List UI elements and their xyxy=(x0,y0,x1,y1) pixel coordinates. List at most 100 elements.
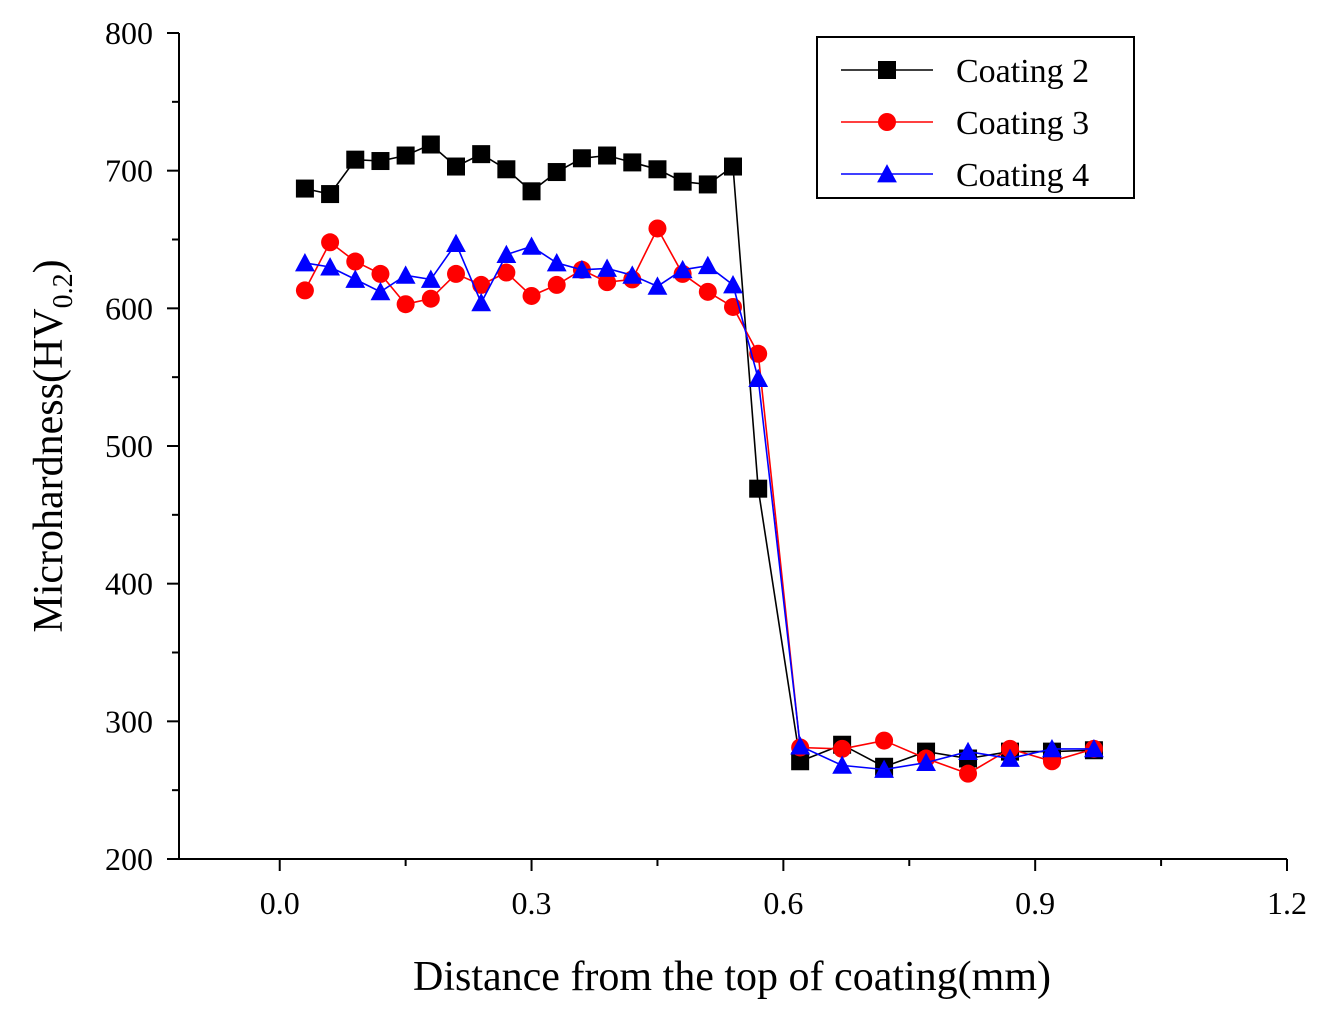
data-point xyxy=(472,275,491,294)
plot-area xyxy=(295,135,1104,783)
legend: Coating 2 Coating 3 Coating 4 xyxy=(816,36,1135,199)
legend-label: Coating 2 xyxy=(956,53,1089,90)
data-point xyxy=(395,265,416,284)
data-point xyxy=(672,259,693,279)
data-point xyxy=(833,739,852,758)
data-point xyxy=(295,253,315,272)
series-line xyxy=(304,143,1094,768)
data-point xyxy=(396,295,415,314)
data-point xyxy=(472,145,491,164)
data-point xyxy=(547,275,566,294)
data-point xyxy=(396,146,415,165)
y-tick-label: 300 xyxy=(105,703,153,739)
data-point xyxy=(749,479,768,498)
data-point xyxy=(648,160,667,179)
data-point xyxy=(648,219,667,238)
data-point xyxy=(295,179,314,198)
x-axis-label: Distance from the top of coating(mm) xyxy=(413,954,1051,1000)
data-point xyxy=(546,253,567,272)
data-point xyxy=(673,172,692,191)
legend-marker xyxy=(877,164,897,183)
data-point xyxy=(321,233,340,252)
legend-box xyxy=(816,36,1135,199)
legend-label: Coating 4 xyxy=(956,157,1089,194)
data-point xyxy=(832,755,853,774)
data-point xyxy=(874,759,894,778)
data-point xyxy=(916,752,936,772)
data-point xyxy=(572,259,592,279)
series-coating-4 xyxy=(295,233,1104,778)
data-point xyxy=(421,289,440,308)
data-point xyxy=(446,233,466,253)
data-point xyxy=(471,292,492,312)
y-axis-label-main: Microhardness(HV xyxy=(26,308,72,632)
data-point xyxy=(724,157,742,176)
data-point xyxy=(497,160,516,179)
data-point xyxy=(623,153,642,172)
data-point xyxy=(345,269,366,288)
legend-item: Coating 3 xyxy=(841,105,1089,142)
data-point xyxy=(371,152,390,171)
data-point xyxy=(447,264,465,283)
data-point xyxy=(447,157,465,176)
data-point xyxy=(723,275,743,294)
data-point xyxy=(371,264,390,283)
series-coating-3 xyxy=(295,219,1103,783)
legend-item: Coating 2 xyxy=(841,53,1089,90)
data-point xyxy=(496,244,517,264)
legend-label: Coating 3 xyxy=(956,105,1089,142)
data-point xyxy=(421,135,440,154)
data-point xyxy=(748,368,769,387)
series-line xyxy=(304,241,1094,771)
x-tick-label: 0.3 xyxy=(512,885,552,921)
data-point xyxy=(522,286,541,305)
y-axis-label-subscript: 0.2 xyxy=(48,273,79,308)
data-point xyxy=(698,282,717,301)
axes: 200 300 400 500 600 700 800 0.0 0.3 0.6 0.9 1.2 xyxy=(105,15,1307,921)
data-point xyxy=(346,150,365,169)
data-point xyxy=(1000,748,1020,767)
data-point xyxy=(346,252,365,271)
y-tick-label: 200 xyxy=(105,841,153,877)
y-tick-label: 800 xyxy=(105,15,153,51)
y-tick-label: 400 xyxy=(105,566,153,602)
data-point xyxy=(622,265,643,284)
y-axis-label: Microhardness(HV0.2) xyxy=(26,259,79,632)
data-point xyxy=(697,255,718,275)
data-point xyxy=(572,149,591,168)
data-point xyxy=(790,736,811,755)
data-point xyxy=(749,344,768,363)
data-point xyxy=(295,281,314,300)
data-point xyxy=(320,257,340,276)
data-point xyxy=(791,752,810,771)
data-point xyxy=(497,263,516,282)
data-point xyxy=(698,175,717,194)
x-tick-label: 0.9 xyxy=(1015,885,1055,921)
x-tick-label: 0.0 xyxy=(260,885,300,921)
data-point xyxy=(522,182,541,201)
y-axis-label-close: ) xyxy=(26,259,72,273)
data-point xyxy=(958,741,978,761)
legend-marker xyxy=(878,113,896,131)
series-coating-2 xyxy=(295,135,1103,776)
y-tick-label: 600 xyxy=(105,290,153,326)
data-point xyxy=(598,146,617,165)
series-line xyxy=(304,226,1095,775)
data-point xyxy=(597,258,617,277)
x-tick-label: 0.6 xyxy=(763,885,803,921)
data-point xyxy=(370,281,391,301)
legend-item: Coating 4 xyxy=(841,157,1089,194)
data-point xyxy=(420,269,441,288)
data-point xyxy=(1042,738,1062,758)
data-point xyxy=(1084,738,1104,758)
legend-marker xyxy=(878,61,896,79)
data-point xyxy=(875,731,894,750)
data-point xyxy=(521,236,542,255)
y-tick-label: 500 xyxy=(105,428,153,464)
data-point xyxy=(959,764,978,783)
data-point xyxy=(647,276,668,295)
x-tick-label: 1.2 xyxy=(1267,885,1307,921)
y-tick-label: 700 xyxy=(105,153,153,189)
data-point xyxy=(321,185,340,204)
